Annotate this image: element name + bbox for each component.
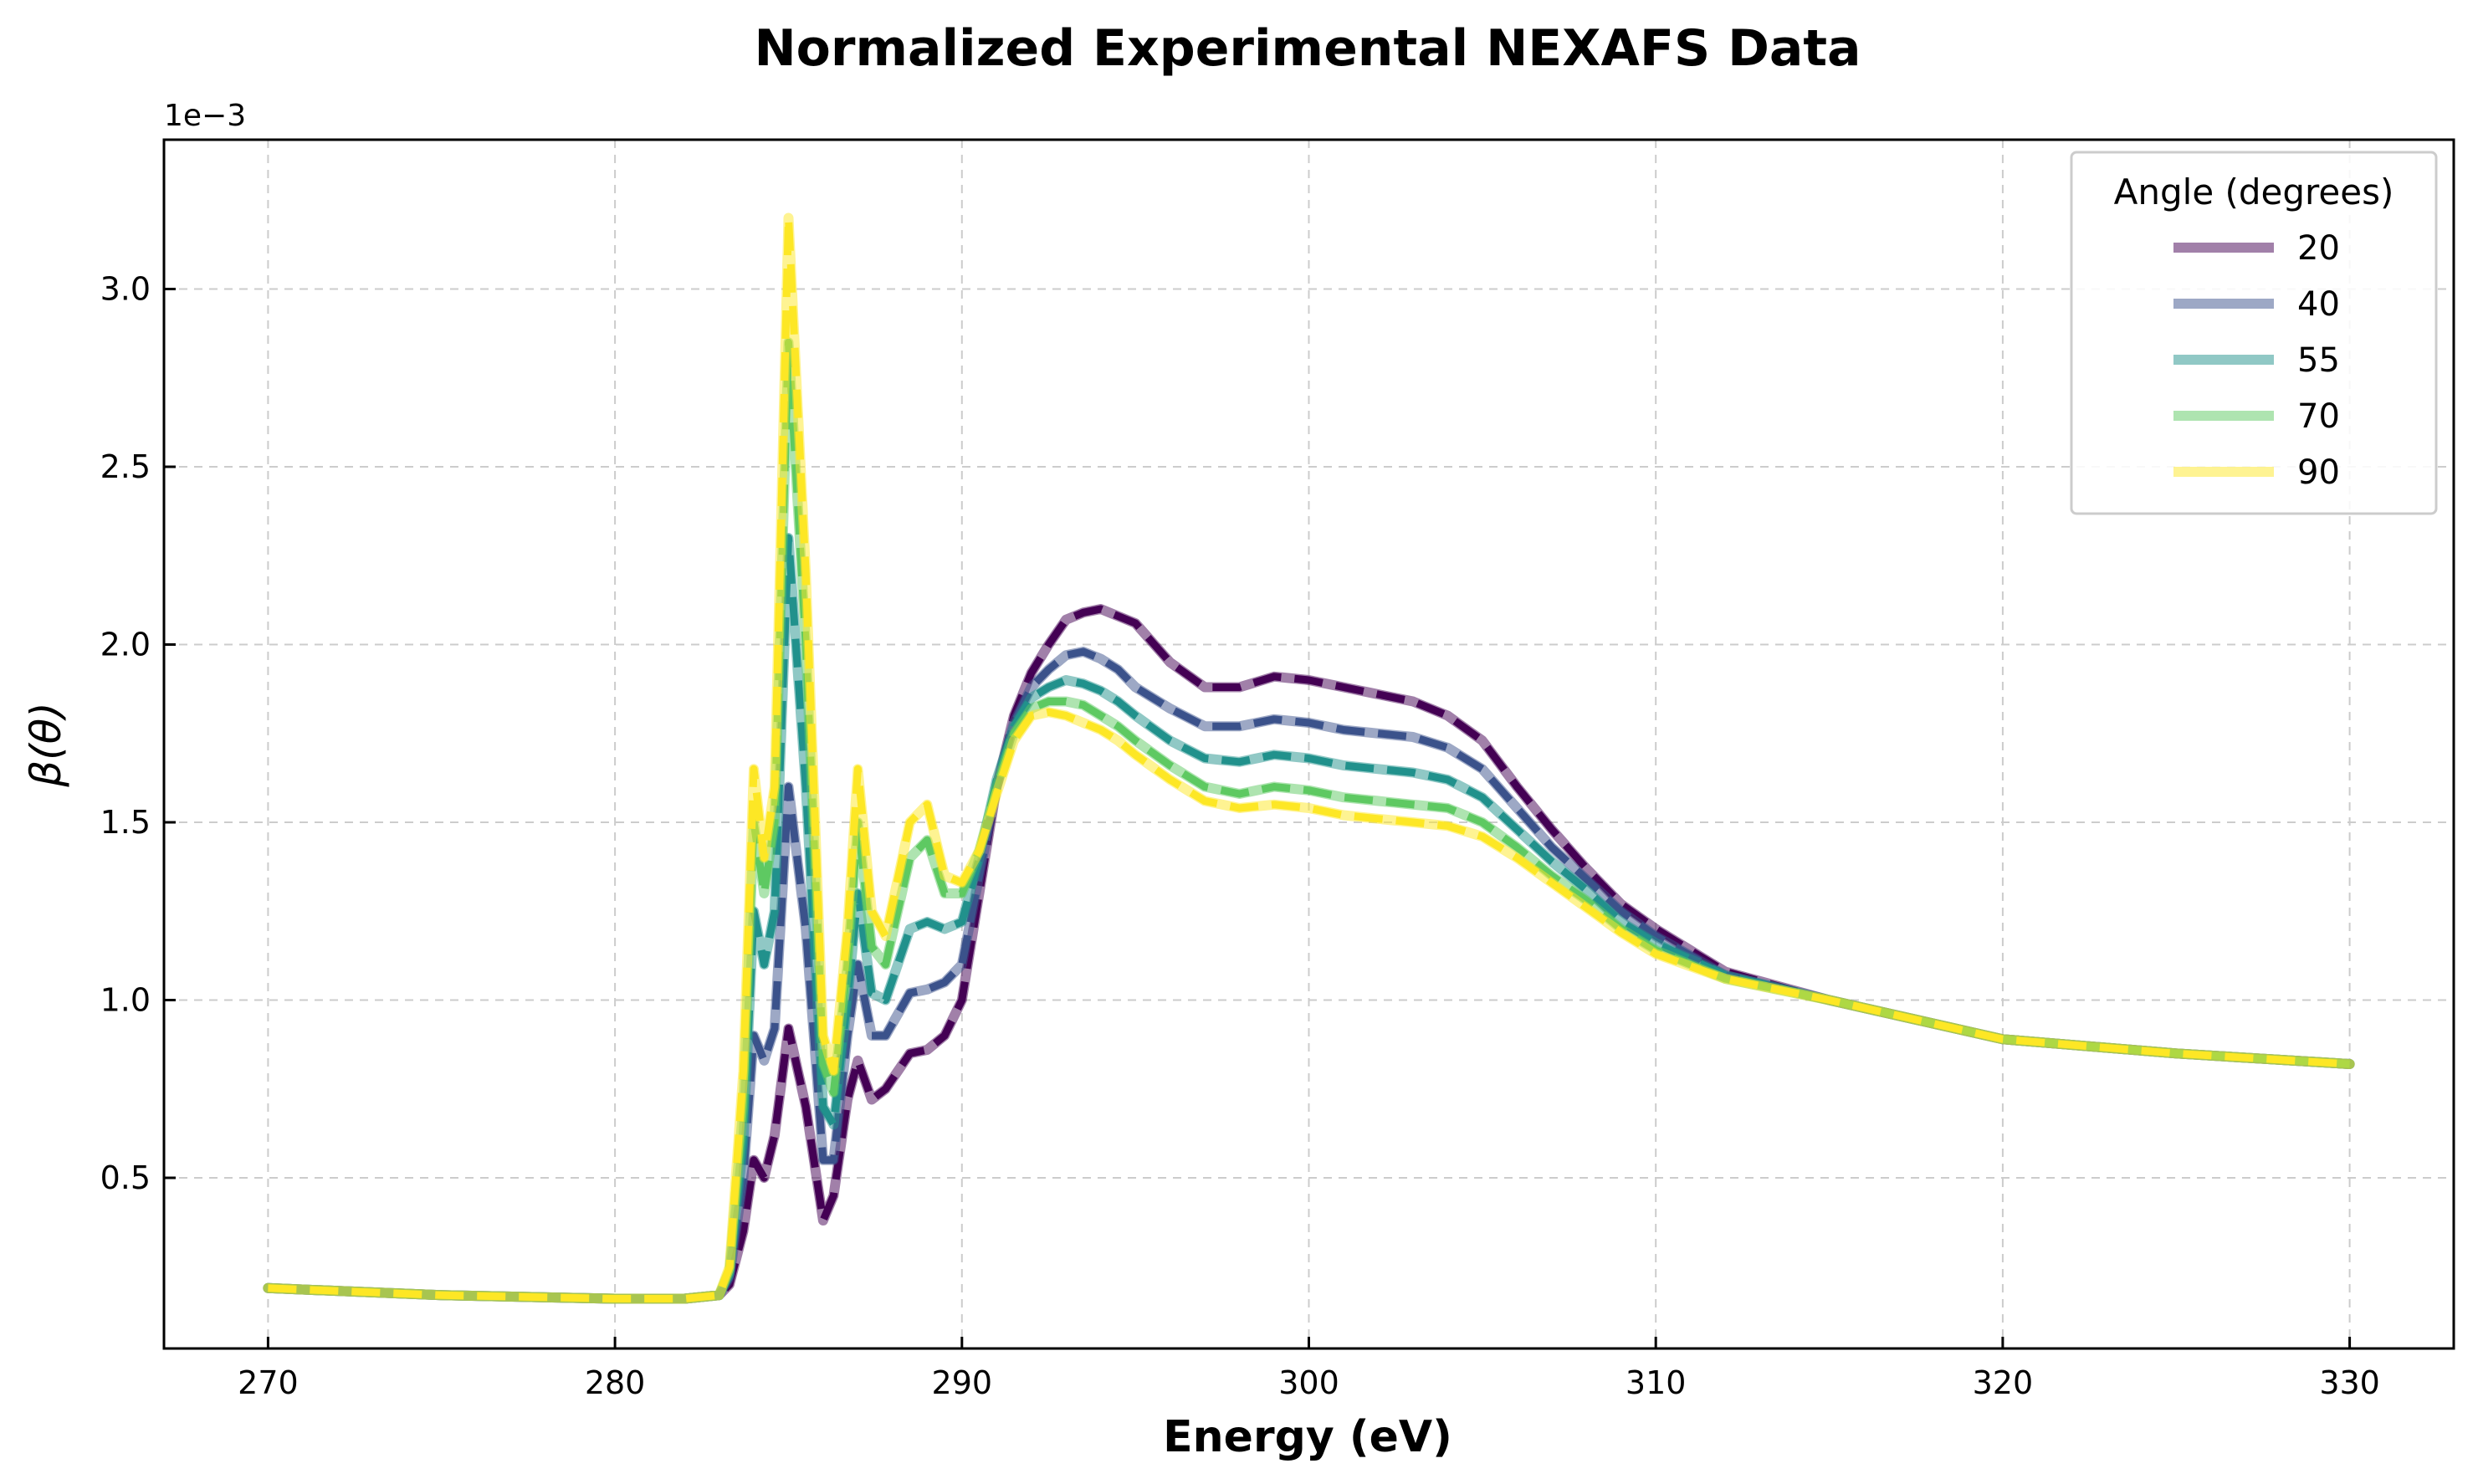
series-dashed-90 — [268, 214, 2350, 1302]
legend-title: Angle (degrees) — [2114, 171, 2394, 212]
grid — [164, 140, 2454, 1348]
series-dashed-20 — [268, 605, 2350, 1302]
y-tick-label: 3.0 — [100, 271, 151, 308]
y-tick-label: 1.0 — [100, 982, 151, 1019]
legend: Angle (degrees) 20 40 55 70 90 — [2070, 151, 2438, 515]
x-tick-label: 330 — [2319, 1364, 2380, 1401]
series-dashed-55 — [268, 534, 2350, 1302]
x-tick-label: 290 — [932, 1364, 993, 1401]
chart-title: Normalized Experimental NEXAFS Data — [754, 19, 1861, 78]
series-layer — [263, 212, 2355, 1304]
legend-label: 55 — [2297, 341, 2340, 380]
legend-label: 20 — [2297, 229, 2340, 268]
x-tick-label: 320 — [1973, 1364, 2034, 1401]
y-axis-label: β(θ) — [22, 702, 70, 788]
y-tick-label: 1.5 — [100, 804, 151, 841]
x-tick-label: 270 — [238, 1364, 299, 1401]
legend-label: 90 — [2297, 453, 2340, 492]
legend-items: 20 40 55 70 90 — [2173, 229, 2340, 492]
legend-label: 70 — [2297, 397, 2340, 436]
x-tick-label: 310 — [1626, 1364, 1687, 1401]
x-axis-label: Energy (eV) — [1163, 1412, 1452, 1462]
y-tick-label: 2.0 — [100, 627, 151, 663]
x-axis: 270 280 290 300 310 320 330 — [238, 1337, 2380, 1401]
x-tick-label: 300 — [1278, 1364, 1339, 1401]
y-offset-label: 1e−3 — [164, 99, 246, 133]
series-dashed-40 — [268, 647, 2350, 1302]
y-tick-label: 2.5 — [100, 448, 151, 485]
series-dashed-70 — [268, 338, 2350, 1302]
legend-label: 40 — [2297, 285, 2340, 324]
x-tick-label: 280 — [585, 1364, 646, 1401]
y-tick-label: 0.5 — [100, 1159, 151, 1196]
y-axis: 0.5 1.0 1.5 2.0 2.5 3.0 — [100, 271, 176, 1196]
legend-box — [2070, 151, 2438, 515]
